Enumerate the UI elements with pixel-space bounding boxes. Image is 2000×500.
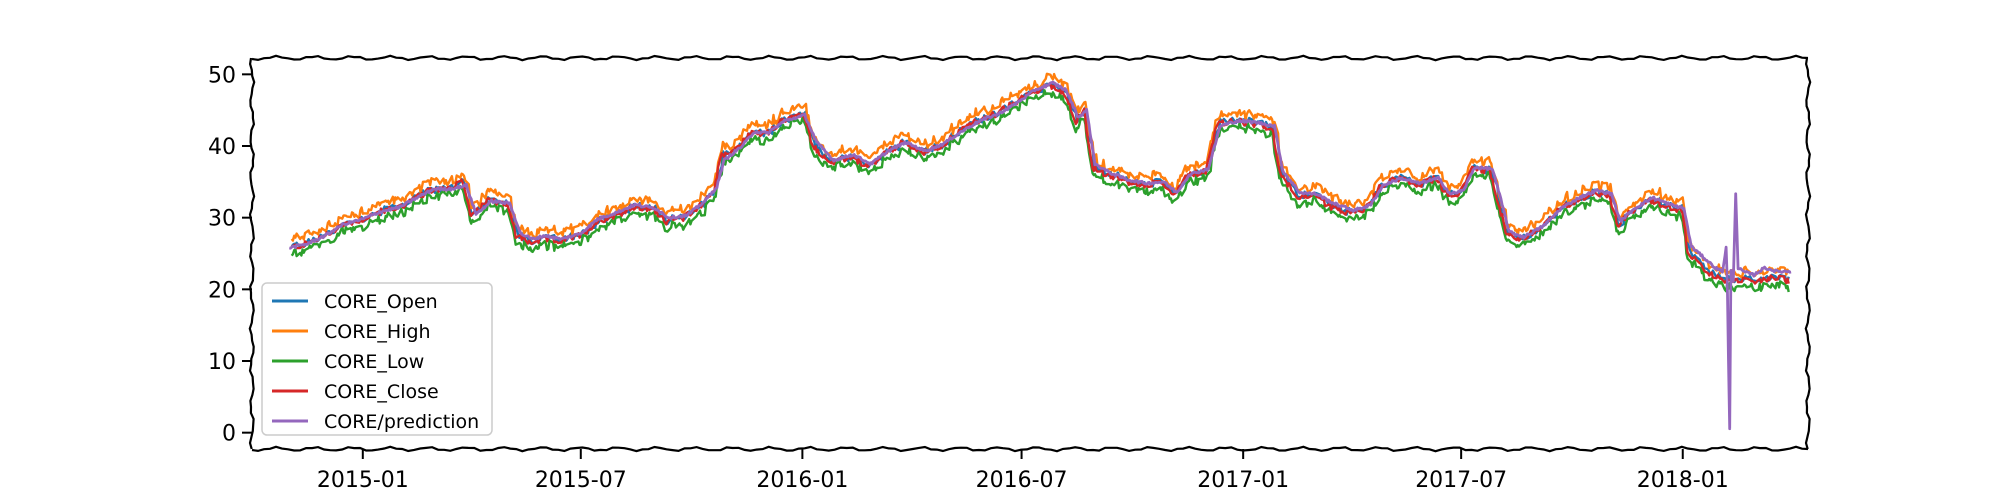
plot-frame-right xyxy=(1804,57,1812,450)
series-line-core-high xyxy=(290,72,1790,279)
y-tick-label: 30 xyxy=(208,207,236,232)
x-tick-label: 2017-07 xyxy=(1415,468,1507,493)
x-tick-label: 2016-07 xyxy=(976,468,1068,493)
series-line-core-open xyxy=(290,82,1790,284)
series-line-core-close xyxy=(291,83,1790,285)
series-line-core-low xyxy=(290,89,1790,293)
y-tick-label: 10 xyxy=(208,350,236,375)
legend-label: CORE_Open xyxy=(324,291,438,313)
x-tick-label: 2016-01 xyxy=(756,468,848,493)
plot-frame-top xyxy=(251,54,1809,62)
legend: CORE_Open CORE_High CORE_Low CORE_Close CORE… xyxy=(261,282,493,436)
y-tick-label: 0 xyxy=(222,422,236,447)
plot-frame-bottom xyxy=(251,445,1809,453)
y-tick-label: 40 xyxy=(208,135,236,160)
x-tick-label: 2015-01 xyxy=(317,468,409,493)
x-tick-label: 2017-01 xyxy=(1197,468,1289,493)
x-tick-label: 2018-01 xyxy=(1637,468,1729,493)
y-tick-label: 50 xyxy=(208,63,236,88)
series-layer xyxy=(289,72,1792,431)
legend-label: CORE_High xyxy=(324,321,431,343)
plot-frame-left xyxy=(248,57,256,450)
plot-frame xyxy=(248,54,1812,453)
x-tick-label: 2015-07 xyxy=(535,468,627,493)
legend-box xyxy=(261,282,493,436)
legend-label: CORE_Low xyxy=(324,351,424,373)
series-line-core-prediction xyxy=(289,80,1792,431)
y-axis: 0 10 20 30 40 50 xyxy=(208,63,252,447)
legend-label: CORE/prediction xyxy=(324,411,479,433)
y-tick-label: 20 xyxy=(208,278,236,303)
x-axis: 2015-01 2015-07 2016-01 2016-07 2017-01 2017-… xyxy=(317,449,1729,493)
legend-label: CORE_Close xyxy=(324,381,439,403)
